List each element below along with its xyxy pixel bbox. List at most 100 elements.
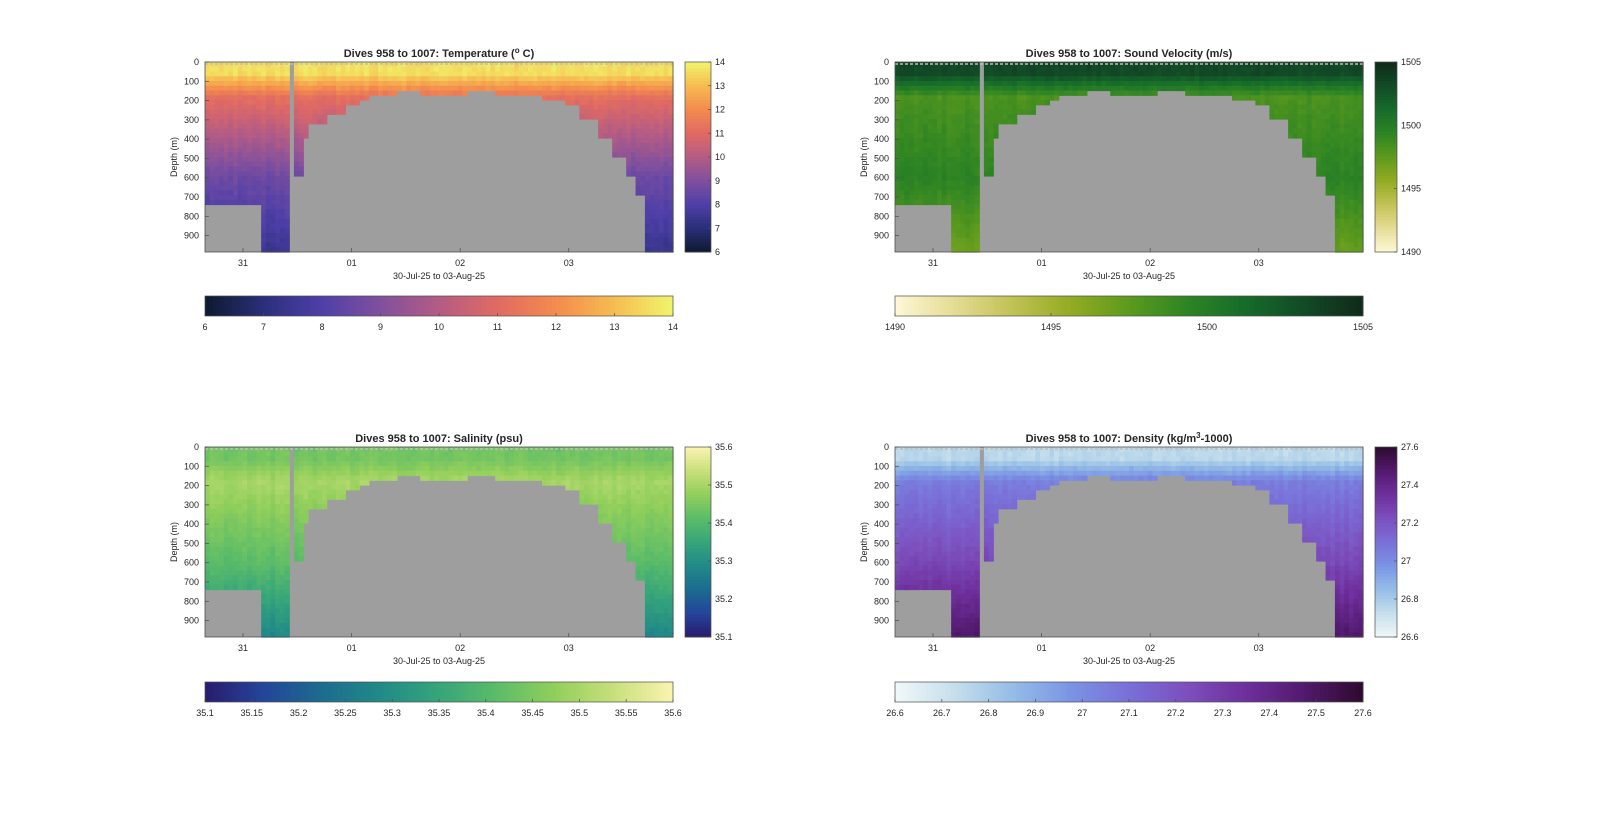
heatmap-cell (658, 199, 665, 206)
heatmap-cell (541, 456, 548, 462)
colorbar-swatch (1375, 166, 1397, 171)
heatmap-cell (1358, 242, 1364, 248)
colorbar-swatch (583, 296, 588, 316)
heatmap-cell (969, 157, 976, 163)
colorbar-swatch (481, 296, 487, 316)
heatmap-cell (579, 104, 585, 111)
heatmap-cell (499, 76, 506, 82)
heatmap-cell (904, 133, 910, 139)
heatmap-cell (467, 470, 473, 477)
heatmap-cell (298, 161, 304, 168)
heatmap-cell (584, 470, 590, 477)
heatmap-cell (537, 466, 543, 472)
heatmap-cell (612, 90, 618, 96)
heatmap-cell (307, 66, 314, 73)
heatmap-cell (1044, 85, 1051, 92)
colorbar-swatch (1375, 239, 1397, 243)
heatmap-cell (946, 109, 952, 115)
heatmap-cell (668, 166, 674, 172)
heatmap-cell (312, 81, 318, 87)
heatmap-cell (518, 85, 524, 92)
heatmap-cell (233, 532, 239, 538)
heatmap-cell (293, 532, 300, 538)
heatmap-cell (612, 480, 618, 486)
heatmap-cell (1278, 85, 1285, 92)
heatmap-cell (223, 456, 229, 462)
heatmap-cell (439, 475, 445, 481)
heatmap-cell (574, 95, 580, 101)
heatmap-cell (275, 185, 281, 191)
heatmap-cell (941, 100, 948, 106)
heatmap-cell (265, 632, 272, 638)
heatmap-cell (429, 456, 435, 462)
heatmap-cell (457, 470, 463, 477)
heatmap-cell (214, 142, 220, 149)
heatmap-cell (640, 100, 646, 106)
heatmap-cell (644, 247, 651, 253)
heatmap-cell (223, 100, 229, 106)
heatmap-cell (644, 147, 651, 153)
heatmap-cell (626, 114, 632, 120)
heatmap-cell (242, 565, 248, 572)
heatmap-cell (275, 485, 281, 491)
heatmap-cell (373, 466, 379, 472)
heatmap-cell (298, 128, 304, 134)
heatmap-cell (420, 76, 426, 82)
heatmap-cell (1316, 147, 1322, 153)
heatmap-cell (354, 100, 361, 106)
colorbar-swatch (685, 210, 711, 215)
heatmap-cell (471, 66, 478, 73)
heatmap-cell (495, 81, 501, 87)
heatmap-cell (256, 180, 262, 187)
heatmap-cell (616, 109, 623, 115)
heatmap-cell (228, 470, 234, 477)
heatmap-cell (219, 480, 225, 486)
heatmap-cell (317, 494, 323, 500)
heatmap-cell (649, 223, 655, 229)
heatmap-cell (471, 85, 478, 92)
heatmap-cell (1302, 114, 1308, 120)
heatmap-cell (293, 475, 300, 481)
colorbar-swatch (685, 106, 711, 110)
heatmap-cell (923, 166, 929, 172)
colorbar-swatch (396, 296, 401, 316)
heatmap-cell (261, 580, 267, 586)
heatmap-cell (588, 85, 595, 92)
colorbar-swatch (1375, 90, 1397, 95)
heatmap-cell (223, 466, 229, 472)
heatmap-cell (251, 523, 258, 529)
heatmap-cell (626, 85, 632, 92)
colorbar-tick-label: 7 (261, 322, 266, 332)
heatmap-cell (612, 81, 618, 87)
heatmap-cell (527, 85, 534, 92)
heatmap-cell (279, 185, 286, 191)
heatmap-cell (616, 480, 623, 486)
heatmap-cell (350, 81, 356, 87)
heatmap-cell (969, 247, 976, 253)
heatmap-cell (1339, 176, 1345, 182)
heatmap-cell (1110, 85, 1116, 92)
heatmap-cell (640, 90, 646, 96)
heatmap-cell (960, 119, 966, 125)
heatmap-cell (392, 475, 398, 481)
heatmap-cell (663, 90, 669, 96)
heatmap-cell (392, 81, 398, 87)
heatmap-cell (1012, 85, 1018, 92)
heatmap-cell (1358, 214, 1364, 220)
heatmap-cell (373, 76, 379, 82)
heatmap-cell (233, 561, 239, 567)
heatmap-cell (1288, 119, 1294, 125)
heatmap-cell (584, 461, 590, 467)
heatmap-cell (951, 185, 957, 191)
heatmap-cell (1260, 71, 1266, 77)
heatmap-cell (923, 142, 929, 149)
heatmap-cell (326, 461, 332, 467)
heatmap-cell (904, 114, 910, 120)
heatmap-cell (219, 551, 225, 557)
heatmap-cell (1344, 114, 1350, 120)
heatmap-cell (1320, 157, 1327, 163)
heatmap-cell (923, 199, 929, 206)
heatmap-cell (1246, 71, 1252, 77)
heatmap-cell (1306, 147, 1313, 153)
x-tick-label: 31 (928, 258, 938, 268)
